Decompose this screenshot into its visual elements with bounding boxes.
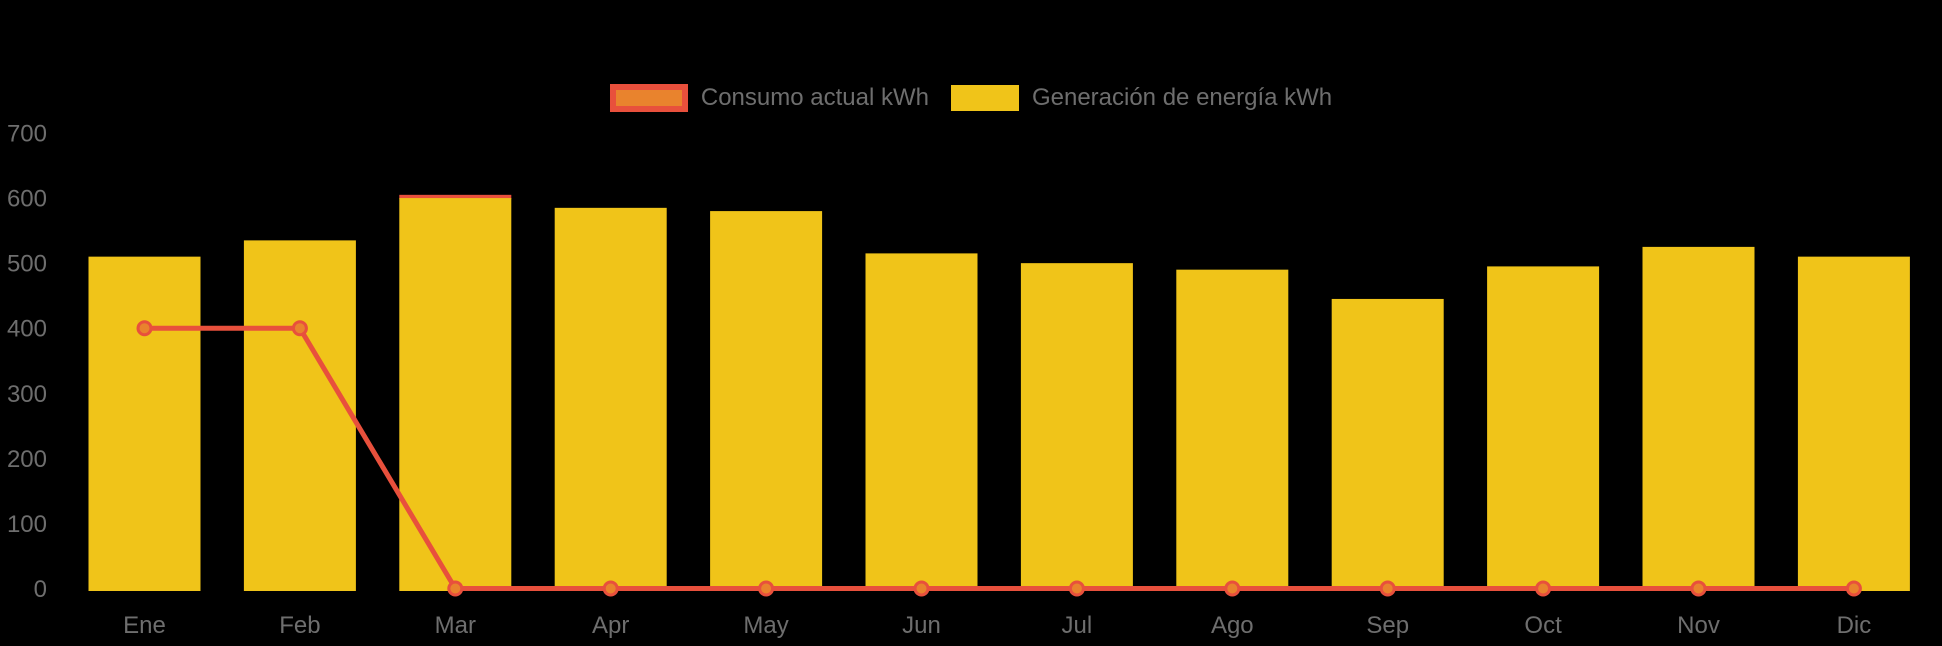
x-tick-label-jul: Jul — [1062, 612, 1093, 639]
line-point-mar[interactable] — [447, 580, 464, 597]
x-tick-label-feb: Feb — [279, 612, 320, 639]
bar-feb[interactable] — [243, 240, 356, 592]
bar-may[interactable] — [710, 211, 823, 591]
bar-jul[interactable] — [1020, 263, 1133, 591]
y-tick-label: 400 — [7, 316, 47, 343]
bar-dic[interactable] — [1797, 256, 1910, 591]
y-tick-label: 600 — [7, 186, 47, 213]
bar-top-accent — [399, 194, 512, 200]
bar-jun[interactable] — [865, 253, 978, 591]
x-tick-label-apr: Apr — [592, 612, 629, 639]
line-point-ago[interactable] — [1224, 580, 1241, 597]
bar-oct[interactable] — [1487, 266, 1600, 591]
x-tick-label-mar: Mar — [435, 612, 476, 639]
y-tick-label: 100 — [7, 511, 47, 538]
bar-mar[interactable] — [399, 198, 512, 591]
bar-apr[interactable] — [554, 207, 667, 591]
line-point-nov[interactable] — [1690, 580, 1707, 597]
bar-ene[interactable] — [88, 256, 201, 591]
consumo-actual-label: Consumo actual kWh — [700, 84, 929, 111]
line-point-may[interactable] — [758, 580, 775, 597]
generacion-energia-swatch — [950, 85, 1019, 111]
x-tick-label-nov: Nov — [1677, 612, 1720, 639]
line-point-feb[interactable] — [291, 320, 308, 337]
line-point-jun[interactable] — [913, 580, 930, 597]
legend-item-consumo-actual[interactable]: Consumo actual kWh — [609, 84, 929, 112]
line-point-sep[interactable] — [1379, 580, 1396, 597]
consumo-actual-swatch — [609, 84, 688, 112]
consumo-line — [144, 325, 1854, 591]
y-tick-label: 300 — [7, 381, 47, 408]
y-tick-label: 0 — [34, 576, 47, 603]
bar-ago[interactable] — [1176, 269, 1289, 591]
line-point-dic[interactable] — [1845, 580, 1862, 597]
x-tick-label-sep: Sep — [1366, 612, 1409, 639]
line-point-apr[interactable] — [602, 580, 619, 597]
bar-sep[interactable] — [1331, 298, 1444, 591]
x-tick-label-dic: Dic — [1837, 612, 1872, 639]
y-tick-label: 200 — [7, 446, 47, 473]
bar-nov[interactable] — [1642, 246, 1755, 591]
x-tick-label-ago: Ago — [1211, 612, 1254, 639]
legend-item-generacion-energia[interactable]: Generación de energía kWh — [950, 84, 1333, 112]
x-tick-label-jun: Jun — [902, 612, 941, 639]
y-tick-label: 700 — [7, 121, 47, 148]
x-tick-label-oct: Oct — [1524, 612, 1562, 639]
generacion-energia-label: Generación de energía kWh — [1031, 84, 1333, 111]
line-point-oct[interactable] — [1535, 580, 1552, 597]
x-tick-label-ene: Ene — [123, 612, 166, 639]
line-point-ene[interactable] — [136, 320, 153, 337]
line-point-jul[interactable] — [1068, 580, 1085, 597]
y-tick-label: 500 — [7, 251, 47, 278]
x-tick-label-may: May — [743, 612, 788, 639]
chart-legend: Consumo actual kWh Generación de energía… — [0, 84, 1942, 112]
